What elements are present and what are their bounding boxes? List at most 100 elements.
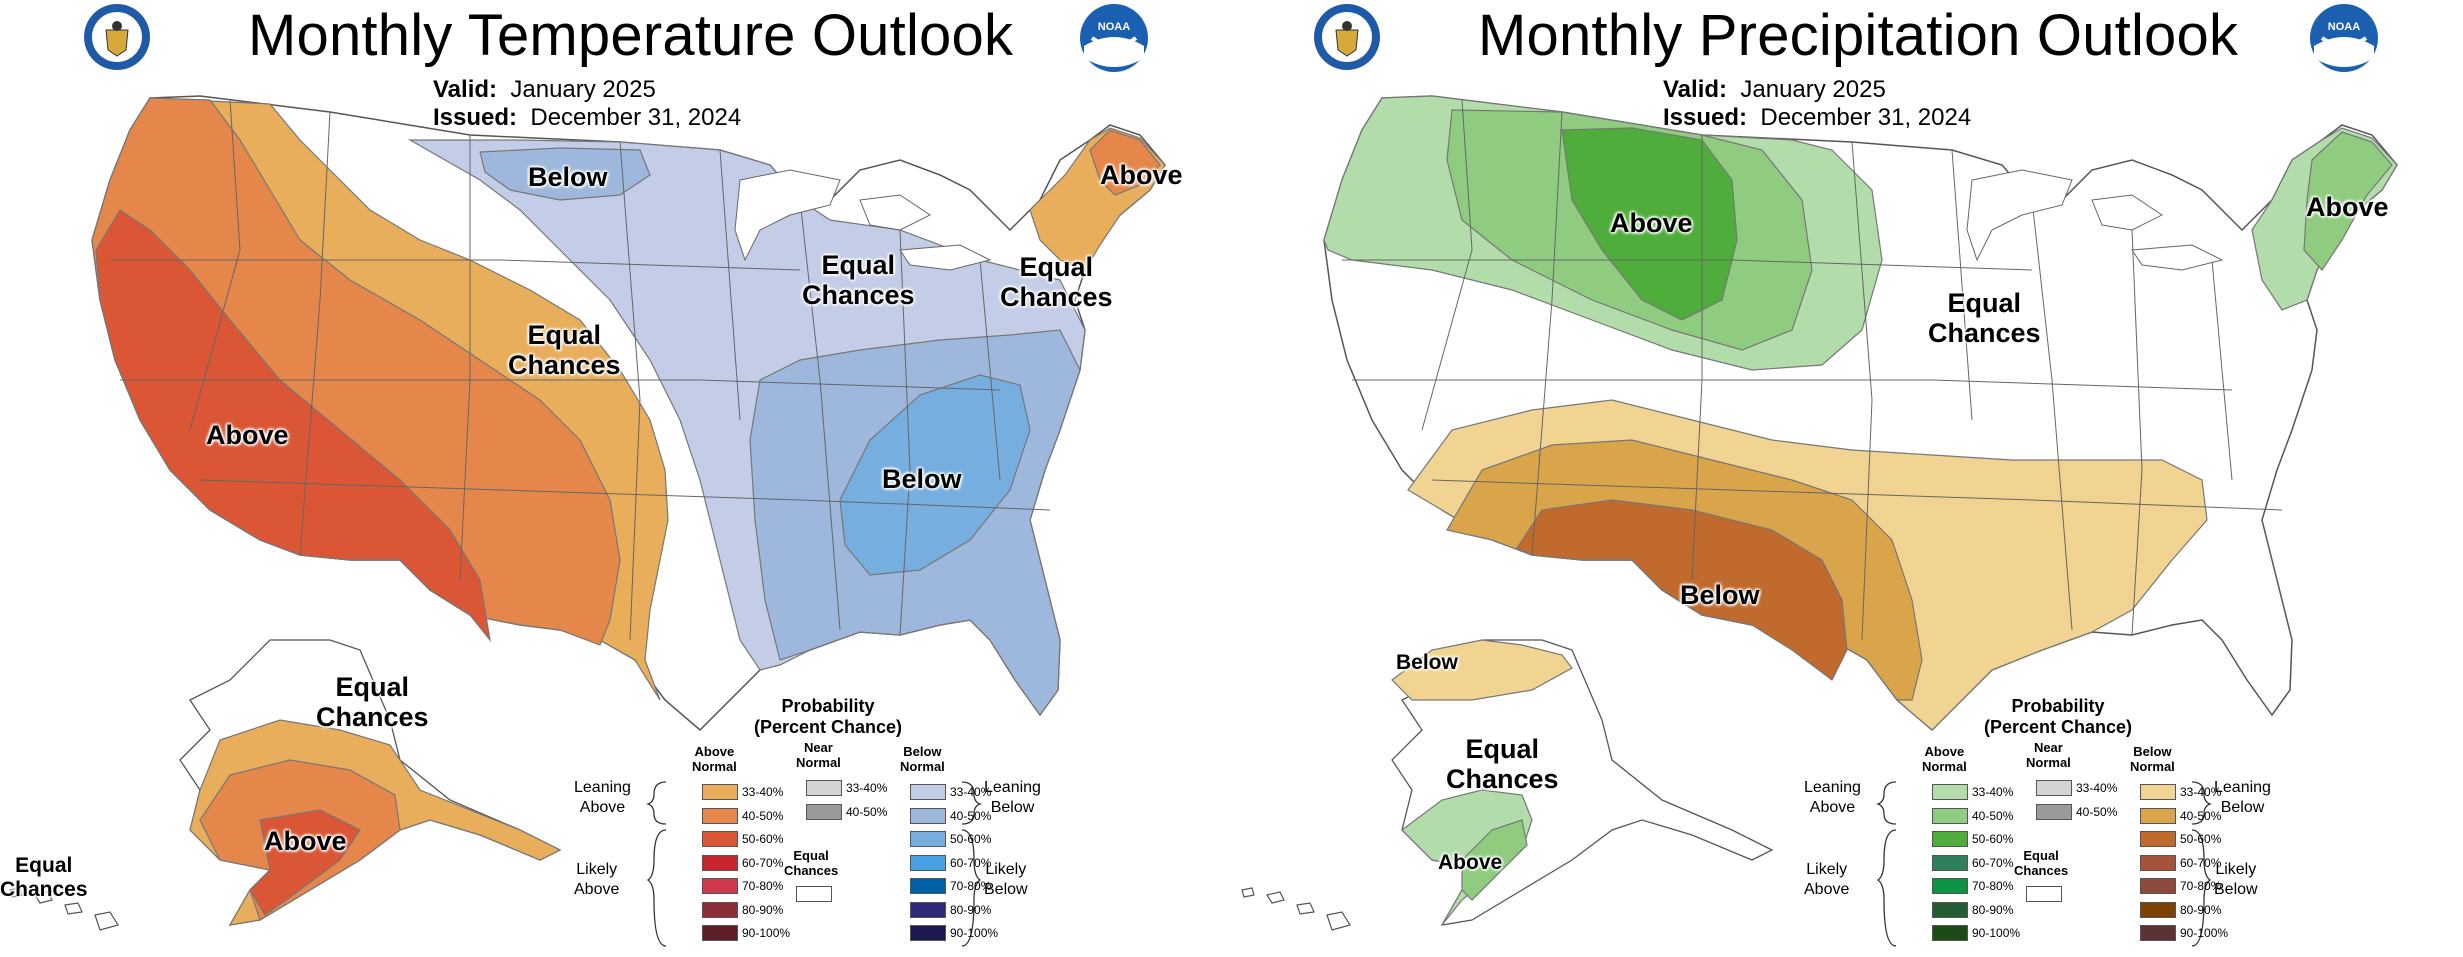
legend-range-above-3: 60-70% <box>742 855 784 870</box>
legend-swatch-near-1 <box>806 804 842 820</box>
legend-head-above: Above Normal <box>692 744 737 774</box>
precip-above-40-50-northeast <box>2303 131 2393 271</box>
legend-range-above-2: 50-60% <box>1972 832 2014 846</box>
legend-head-below: Below Normal <box>2130 744 2175 774</box>
legend-swatch-above-2 <box>702 831 738 847</box>
legend-swatch-below-1 <box>2140 807 2176 824</box>
legend-head-near: Near Normal <box>796 740 841 770</box>
valid-label: Valid: <box>1663 76 1728 103</box>
legend-head-above: Above Normal <box>1922 744 1967 774</box>
legend-likely-above: Likely Above <box>1804 861 1850 898</box>
alaska-above-40-50 <box>1461 819 1528 901</box>
issued-label: Issued: <box>433 104 518 131</box>
legend-swatch-above-4 <box>702 878 738 894</box>
legend-swatch-above-6 <box>702 925 738 941</box>
great-lakes <box>1966 169 2224 271</box>
legend-head-below: Below Normal <box>900 744 945 774</box>
svg-text:NOAA: NOAA <box>2328 21 2360 33</box>
map-label-above-northeast: Above <box>1100 160 1183 190</box>
hawaii-islands <box>9 887 119 931</box>
issued-label: Issued: <box>1663 104 1748 131</box>
issued-value: December 31, 2024 <box>530 104 742 131</box>
state-boundaries <box>110 99 1051 641</box>
legend-swatch-below-0 <box>2140 784 2176 800</box>
legend-leaning-below: Leaning Below <box>2214 779 2271 816</box>
alaska-below-33-40 <box>1391 639 1573 701</box>
state-boundaries <box>1342 99 2283 641</box>
legend-swatch-below-5 <box>2140 901 2176 918</box>
legend-head-near: Near Normal <box>2026 740 2071 770</box>
legend-swatch-above-3 <box>1932 854 1968 871</box>
legend-range-above-6: 90-100% <box>1972 926 2021 940</box>
map-label-below-southeast: Below <box>882 464 962 494</box>
doc-seal-icon <box>84 4 150 70</box>
legend-title: Probability (Percent Chance) <box>1984 696 2133 737</box>
legend-swatch-above-5 <box>702 901 738 918</box>
legend-range-below-3: 60-70% <box>950 855 992 870</box>
map-label-above-north: Above <box>1610 208 1693 238</box>
legend-range-above-5: 80-90% <box>1972 902 2014 917</box>
page-title: Monthly Precipitation Outlook <box>1478 3 2239 68</box>
temp-below-40-50-north <box>479 147 651 201</box>
legend-range-near-0: 33-40% <box>846 781 888 795</box>
svg-text:NOAA: NOAA <box>1098 21 1130 33</box>
legend-swatch-below-4 <box>910 878 946 894</box>
valid-value: January 2025 <box>510 76 656 103</box>
noaa-logo-icon: NOAA <box>2310 4 2378 72</box>
valid-line: Valid: January 2025 <box>433 76 656 104</box>
legend-swatch-above-0 <box>1932 784 1968 800</box>
legend-swatch-above-1 <box>702 807 738 824</box>
legend-range-below-5: 80-90% <box>2180 902 2222 917</box>
legend-swatch-below-2 <box>910 831 946 847</box>
legend-range-above-6: 90-100% <box>742 926 791 940</box>
map-label-above-alaska: Above <box>1438 851 1503 874</box>
legend-swatch-below-1 <box>910 807 946 824</box>
legend-range-above-5: 80-90% <box>742 902 784 917</box>
legend-swatch-above-6 <box>1932 925 1968 941</box>
legend-brace-left <box>646 781 667 947</box>
legend-likely-below: Likely Below <box>2214 861 2258 898</box>
valid-label: Valid: <box>433 76 498 103</box>
legend-brace-right <box>2191 781 2212 947</box>
legend-range-above-3: 60-70% <box>1972 855 2014 870</box>
hawaii-islands <box>1241 887 1351 931</box>
legend-likely-below: Likely Below <box>984 861 1028 898</box>
map-label-ec-central: Equal Chances <box>1928 288 2041 348</box>
precipitation-outlook-panel: NOAA Monthly Precipitation Outlook Valid… <box>1232 0 2463 957</box>
legend-ec-swatch <box>2026 886 2062 902</box>
legend-range-below-1: 40-50% <box>950 808 992 823</box>
legend-equal-chances: Equal Chances <box>2014 848 2069 878</box>
legend-range-below-1: 40-50% <box>2180 808 2222 823</box>
legend-swatch-below-3 <box>2140 854 2176 871</box>
precip-below-50-60-south <box>1516 499 1848 681</box>
valid-value: January 2025 <box>1740 76 1886 103</box>
legend-swatch-below-2 <box>2140 831 2176 847</box>
legend-range-below-6: 90-100% <box>2180 926 2229 940</box>
legend-range-below-2: 50-60% <box>2180 832 2222 846</box>
legend-brace-right <box>961 781 982 947</box>
legend-range-above-2: 50-60% <box>742 832 784 846</box>
legend-range-below-3: 60-70% <box>2180 855 2222 870</box>
issued-line: Issued: December 31, 2024 <box>1663 104 1971 132</box>
legend-range-below-0: 33-40% <box>2180 785 2222 799</box>
probability-legend: Probability (Percent Chance) Above Norma… <box>574 692 1094 954</box>
map-label-above-alaska: Above <box>264 826 347 856</box>
alaska-above-50-60 <box>249 809 361 916</box>
legend-leaning-above: Leaning Above <box>574 779 631 816</box>
legend-title: Probability (Percent Chance) <box>754 696 903 737</box>
legend-swatch-near-1 <box>2036 804 2072 820</box>
legend-swatch-below-6 <box>2140 925 2176 941</box>
map-label-below-alaska: Below <box>1396 651 1458 674</box>
issued-value: December 31, 2024 <box>1760 104 1972 131</box>
map-label-ec-hawaii: Equal Chances <box>0 854 88 901</box>
map-label-ec-greatlakes: Equal Chances <box>802 250 915 310</box>
legend-range-near-1: 40-50% <box>2076 805 2118 819</box>
legend-swatch-below-6 <box>910 925 946 941</box>
legend-range-below-2: 50-60% <box>950 832 992 846</box>
legend-swatch-above-2 <box>1932 831 1968 847</box>
probability-legend: Probability (Percent Chance) Above Norma… <box>1804 692 2324 954</box>
map-label-ec-alaska: Equal Chances <box>1446 734 1559 794</box>
temp-below-50-60-east <box>839 374 1031 576</box>
temperature-outlook-panel: NOAA Monthly Temperature Outlook Valid: … <box>0 0 1231 957</box>
legend-swatch-below-3 <box>910 854 946 871</box>
